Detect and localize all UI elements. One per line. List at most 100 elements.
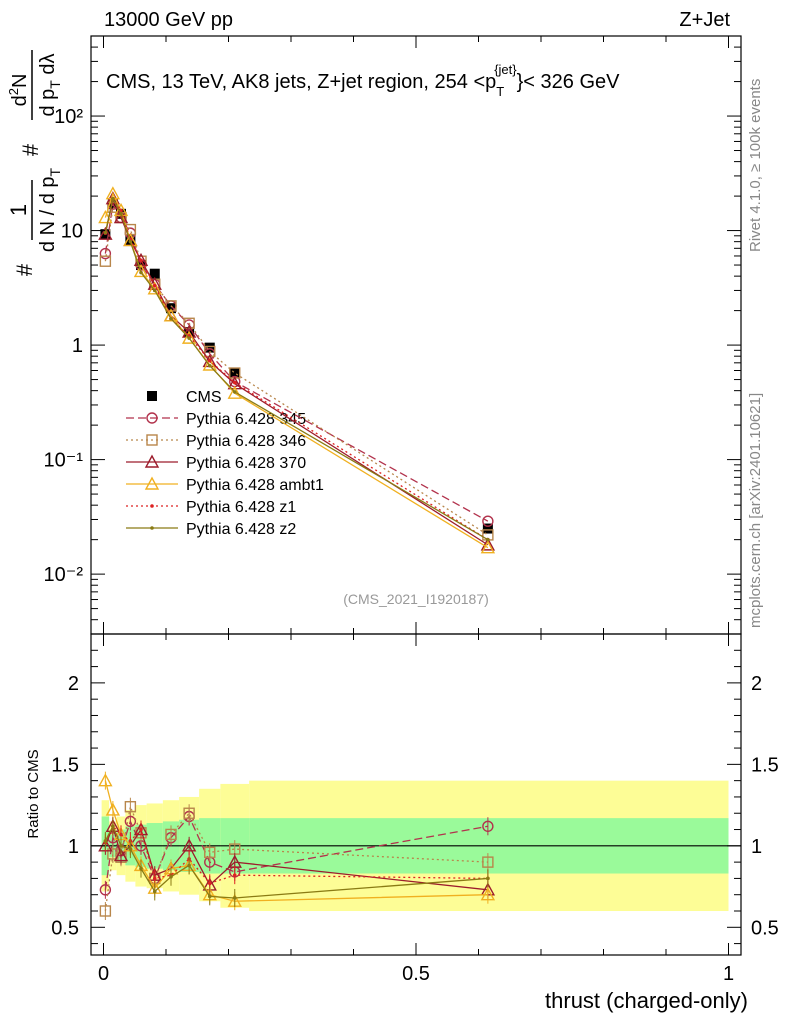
legend-label-6: Pythia 6.428 z1 [186, 499, 296, 516]
chart-title-sup: {jet} [494, 62, 517, 77]
mcplots-label: mcplots.cern.ch [arXiv:2401.10621] [747, 393, 764, 628]
chart-title-rest: }< 326 GeV [517, 71, 621, 93]
data-point-s7-5 [139, 270, 143, 275]
ratio-point-4-1 [98, 773, 113, 787]
plot-layer [90, 35, 742, 956]
ratio-point-3-3 [113, 848, 129, 862]
legend-label-4: Pythia 6.428 370 [186, 455, 306, 472]
ratio-point-6-7 [169, 874, 173, 879]
data-point-s5-10 [227, 385, 242, 399]
ratio-tick-left-4: 0.5 [51, 917, 79, 939]
legend-label-2: Pythia 6.428 345 [186, 411, 306, 428]
data-point-s5-8 [181, 330, 197, 344]
header-right: Z+Jet [679, 9, 730, 31]
legend-marker-2 [146, 412, 158, 424]
ratio-point-2-11 [482, 856, 494, 868]
svg-text:d N / d pT: d N / d pT [37, 167, 63, 252]
ratio-point-6-10 [232, 896, 237, 900]
ytick-label-2: 1 [72, 335, 83, 357]
data-point-s5-7 [163, 308, 179, 322]
data-point-s5-11 [480, 540, 496, 554]
data-point-s5-4 [123, 232, 138, 247]
data-point-s7-4 [128, 239, 133, 244]
analysis-tag: (CMS_2021_I1920187) [343, 591, 489, 607]
ratio-tick-left-1: 2 [68, 673, 79, 695]
ratio-point-5-6 [152, 876, 157, 881]
chart-title-sub: T [496, 84, 504, 99]
legend-label-7: Pythia 6.428 z2 [186, 521, 296, 538]
ratio-tick-left-2: 1.5 [51, 754, 79, 776]
ratio-tick-right-4: 0.5 [751, 917, 779, 939]
ratio-line-5 [104, 825, 488, 885]
data-point-s2-11 [482, 515, 494, 527]
series-line-3 [104, 205, 489, 536]
data-point-s7-7 [169, 316, 173, 321]
data-point-s1-10 [229, 368, 240, 379]
ratio-point-6-11 [486, 876, 490, 881]
ytick-label-1: 10 [61, 221, 83, 243]
ytick-label-top: 10² [54, 106, 83, 128]
data-point-s4-3 [113, 210, 129, 224]
data-point-s6-9 [207, 358, 212, 363]
ratio-point-6-8 [187, 863, 191, 868]
svg-text:#: # [18, 143, 43, 156]
ratio-point-1-4 [124, 815, 137, 828]
data-point-s6-6 [152, 283, 157, 288]
ratio-tick-right-3: 1 [751, 836, 762, 858]
ratio-point-2-1 [99, 905, 112, 917]
data-point-s4-1 [98, 226, 113, 240]
ratio-point-6-2 [111, 824, 115, 829]
legend-marker-4 [144, 454, 160, 468]
ratio-point-6-4 [128, 847, 133, 851]
legend-label-3: Pythia 6.428 346 [186, 433, 306, 450]
data-point-s7-6 [152, 288, 157, 293]
ratio-point-2-8 [183, 807, 195, 819]
main-ylabel: # 1 d N / d pT # d2N d pT dλ [6, 50, 63, 276]
data-point-s2-1 [99, 247, 112, 260]
data-point-s7-3 [119, 212, 123, 216]
ratio-point-4-11 [480, 887, 496, 901]
ratio-point-1-1 [99, 884, 112, 896]
ratio-point-6-3 [119, 844, 123, 848]
legend-label-1: CMS [186, 389, 222, 406]
data-point-s5-6 [147, 281, 162, 295]
svg-text:1: 1 [6, 204, 31, 216]
data-point-s7-10 [232, 390, 237, 394]
svg-text:#: # [12, 263, 37, 276]
ratio-point-5-9 [207, 881, 212, 886]
data-point-s7-11 [486, 537, 490, 542]
data-point-s1-6 [149, 268, 160, 279]
data-point-s7-2 [111, 196, 115, 201]
ratio-ylabel: Ratio to CMS [25, 749, 42, 838]
ratio-point-6-6 [152, 889, 157, 894]
ratio-point-1-11 [482, 820, 494, 832]
ratio-line-2 [104, 804, 488, 912]
ytick-label-3: 10⁻¹ [44, 450, 84, 472]
chart-title-main: CMS, 13 TeV, AK8 jets, Z+jet region, 254… [106, 71, 496, 93]
legend-marker-3 [146, 434, 158, 446]
ratio-point-2-9 [204, 846, 216, 859]
data-point-s4-11 [480, 537, 496, 551]
ratio-point-4-2 [105, 802, 121, 816]
data-point-s7-8 [187, 336, 191, 340]
data-point-s5-9 [202, 357, 217, 371]
ratio-point-5-5 [139, 827, 143, 832]
data-point-s4-10 [227, 376, 242, 390]
data-point-s6-10 [232, 380, 237, 385]
ratio-tick-right-1: 2 [751, 673, 762, 695]
ratio-point-2-7 [165, 828, 177, 841]
data-point-s7-1 [103, 230, 108, 235]
data-point-s3-1 [99, 255, 112, 267]
ratio-tick-left-3: 1 [68, 836, 79, 858]
ratio-tick-right-2: 1.5 [751, 754, 779, 776]
legend-marker-1 [147, 391, 157, 401]
data-point-s6-5 [139, 258, 143, 263]
ratio-point-2-4 [124, 801, 137, 813]
legend-marker-6 [150, 504, 154, 508]
legend-marker-5 [144, 476, 160, 490]
svg-text:d2N: d2N [6, 74, 31, 107]
header-left: 13000 GeV pp [104, 9, 233, 31]
data-point-s7-9 [207, 363, 212, 368]
ratio-point-5-10 [232, 873, 237, 877]
